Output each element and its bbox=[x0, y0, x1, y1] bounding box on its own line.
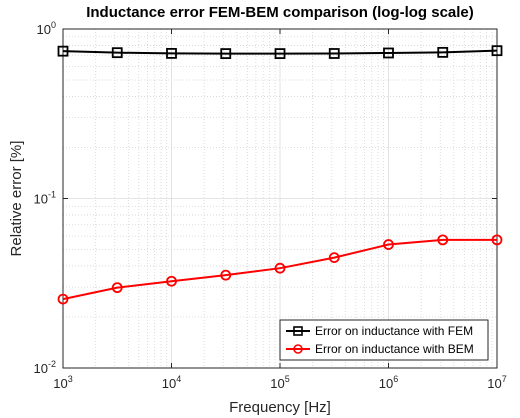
data-point-square bbox=[437, 46, 449, 58]
x-tick-label: 106 bbox=[379, 374, 398, 391]
data-point-circle bbox=[166, 275, 177, 287]
legend: Error on inductance with FEM Error on ind… bbox=[279, 319, 489, 361]
x-tick-label: 107 bbox=[487, 374, 506, 391]
data-point-circle bbox=[111, 282, 123, 294]
data-point-circle bbox=[437, 234, 449, 246]
data-point-square bbox=[111, 47, 123, 59]
series-line-1 bbox=[62, 49, 498, 55]
data-point-square bbox=[57, 45, 69, 57]
y-tick-label: 10-1 bbox=[34, 190, 56, 207]
legend-marker-circle bbox=[293, 344, 303, 354]
data-point-square bbox=[383, 47, 394, 59]
x-tick-label: 104 bbox=[162, 374, 181, 391]
chart-title: Inductance error FEM-BEM comparison (log… bbox=[86, 4, 474, 21]
data-point-square bbox=[328, 48, 340, 59]
y-axis-label: Relative error [%] bbox=[8, 141, 25, 257]
data-point-circle bbox=[274, 262, 286, 274]
data-point-square bbox=[220, 48, 232, 59]
data-point-square bbox=[274, 48, 286, 59]
legend-box bbox=[279, 319, 489, 361]
y-tick-label: 100 bbox=[37, 20, 56, 37]
data-point-circle bbox=[491, 234, 503, 246]
y-tick-label: 10-2 bbox=[34, 359, 56, 376]
data-point-circle bbox=[57, 293, 69, 305]
legend-label: Error on inductance with FEM bbox=[315, 324, 473, 338]
data-point-circle bbox=[220, 269, 232, 281]
data-point-square bbox=[491, 45, 503, 57]
data-point-circle bbox=[383, 239, 394, 250]
series-line-2 bbox=[62, 238, 497, 301]
ticks: 103 104 105 106 107 10-2 10-1 100 bbox=[34, 20, 507, 391]
x-tick-label: 105 bbox=[270, 374, 289, 391]
data-point-square bbox=[166, 47, 177, 59]
data-point-circle bbox=[328, 252, 340, 264]
legend-marker-square bbox=[293, 326, 303, 336]
series-layer bbox=[57, 45, 503, 305]
x-tick-label: 103 bbox=[53, 374, 72, 391]
x-axis-label: Frequency [Hz] bbox=[229, 399, 331, 416]
legend-label: Error on inductance with BEM bbox=[315, 342, 474, 356]
